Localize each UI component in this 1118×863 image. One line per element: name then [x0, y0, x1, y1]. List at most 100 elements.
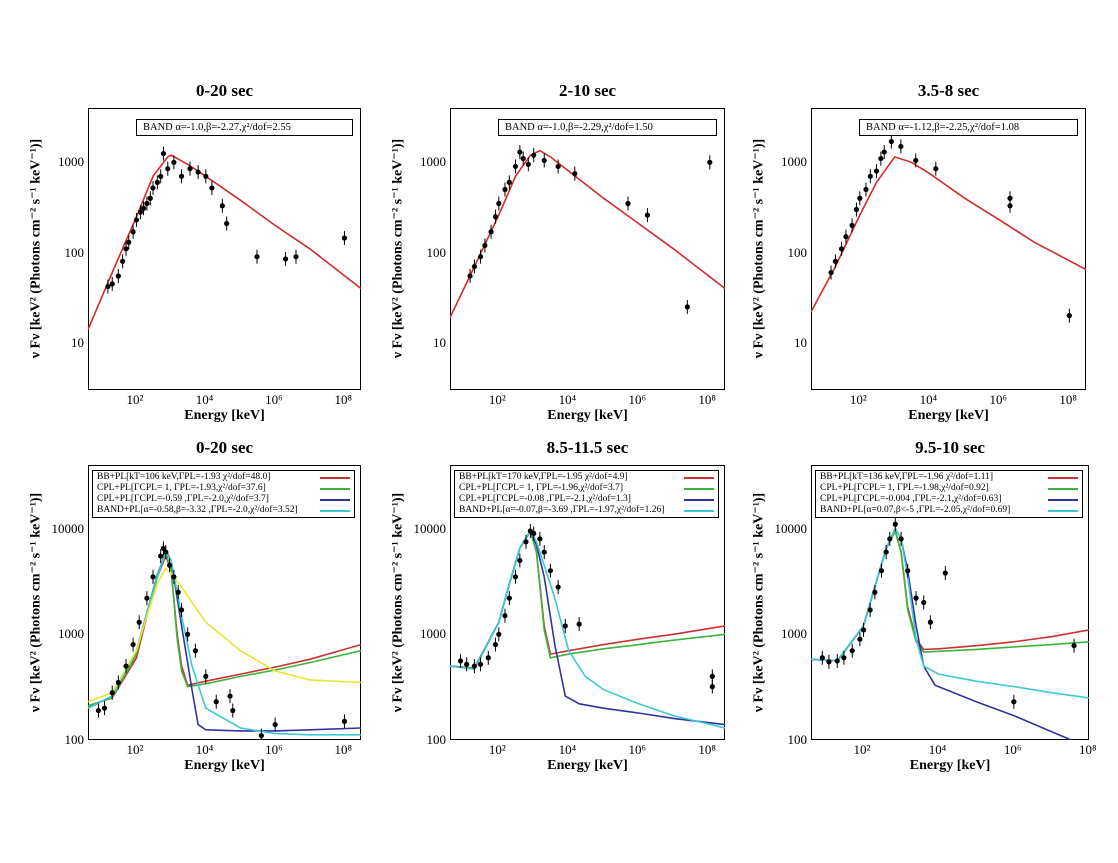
x-axis-label: Energy [keV]: [547, 758, 628, 773]
x-tick-label: 10⁴: [558, 742, 577, 757]
legend-entry: CPL+PL[ΓCPL= 1, ΓPL=-1.96,χ²/dof=3.7]: [459, 483, 714, 494]
x-tick-label: 10²: [126, 392, 144, 407]
data-point: [160, 150, 167, 157]
data-point: [496, 631, 502, 637]
data-point: [707, 159, 713, 165]
legend-entry: CPL+PL[ΓCPL=-0.004 ,ΓPL=-2.1,χ²/dof=0.63…: [820, 494, 1078, 505]
legend-label: BAND+PL[α=-0.07,β=-3.69 ,ΓPL=-1.97,χ²/do…: [459, 505, 665, 515]
data-point: [195, 169, 201, 175]
data-point: [230, 707, 236, 714]
data-point: [471, 663, 478, 669]
data-point: [905, 568, 911, 574]
data-point: [502, 186, 508, 193]
data-point: [123, 663, 129, 669]
data-point: [471, 263, 478, 270]
legend-entry: BB+PL[kT=106 keV,ΓPL=-1.93 χ²/dof=48.0]: [97, 472, 350, 483]
data-point: [863, 186, 869, 193]
x-axis-label: Energy [keV]: [909, 758, 991, 773]
legend-entry: CPL+PL[ΓCPL=-0.59 ,ΓPL=-2.0,χ²/dof=3.7]: [97, 494, 350, 505]
data-point: [123, 246, 129, 252]
panel-title: 3.5-8 sec: [917, 81, 980, 100]
data-point: [887, 536, 893, 542]
data-point: [933, 166, 939, 172]
plot-frame: [450, 108, 725, 390]
data-point: [834, 658, 840, 664]
legend-swatch: [320, 487, 350, 490]
data-point: [838, 246, 845, 252]
data-point: [115, 679, 121, 686]
data-point: [541, 549, 547, 555]
plot-frame: [811, 465, 1089, 740]
data-point: [927, 619, 933, 625]
data-point: [921, 599, 927, 606]
y-tick-label: 1000: [420, 154, 446, 170]
data-point: [192, 648, 198, 654]
legend-label: CPL+PL[ΓCPL= 1, ΓPL=-1.96,χ²/dof=3.7]: [459, 483, 624, 493]
x-tick-label: 10²: [488, 742, 506, 757]
data-point: [485, 655, 491, 661]
legend-label: CPL+PL[ΓCPL= 1, ΓPL=-1.98,χ²/dof=0.92]: [820, 483, 989, 493]
data-point: [547, 568, 553, 574]
data-point: [171, 574, 177, 580]
data-point: [109, 281, 115, 287]
legend-label: BAND+PL[α=0.07,β<-5 ,ΓPL=-2.05,χ²/dof=0.…: [820, 505, 1011, 515]
model-curve: [450, 149, 725, 319]
data-point: [1007, 203, 1013, 209]
data-point: [341, 235, 348, 241]
data-point: [898, 536, 904, 542]
data-point: [165, 166, 171, 172]
data-point: [95, 707, 102, 714]
data-point: [562, 623, 568, 629]
data-point: [105, 283, 111, 290]
x-tick-label: 10²: [488, 392, 506, 407]
data-point: [120, 258, 126, 264]
data-point: [158, 553, 164, 559]
data-point: [203, 173, 209, 179]
data-point: [849, 648, 855, 654]
y-tick-label: 1000: [420, 626, 446, 642]
legend-box: BAND α=-1.0,β=-2.29,χ²/dof=1.50: [498, 119, 717, 136]
data-point: [133, 217, 140, 223]
data-point: [523, 539, 529, 545]
panel-title: 0-20 sec: [195, 438, 254, 457]
x-tick-label: 10⁶: [628, 392, 647, 407]
legend-label: CPL+PL[ΓCPL= 1, ΓPL=-1.93,χ²/dof=37.6]: [97, 483, 266, 493]
data-point: [213, 699, 219, 705]
model-curve: [450, 529, 725, 729]
data-point: [531, 152, 537, 158]
y-tick-label: 1000: [58, 626, 84, 642]
data-point: [512, 163, 519, 170]
panel-title: 2-10 sec: [558, 81, 617, 100]
legend-swatch: [320, 476, 350, 479]
x-tick-label: 10⁸: [1079, 742, 1097, 757]
model-curve: [88, 567, 361, 703]
data-point: [477, 254, 484, 260]
data-point: [282, 256, 289, 262]
data-point: [272, 721, 278, 728]
x-tick-label: 10²: [853, 742, 871, 757]
data-point: [144, 200, 150, 207]
data-point: [115, 273, 121, 279]
data-point: [826, 659, 832, 665]
data-point: [709, 673, 715, 679]
legend-entry: BB+PL[kT=136 keV,ΓPL=-1.96 χ²/dof=1.11]: [820, 472, 1078, 483]
data-point: [525, 161, 531, 167]
plot-frame: [811, 108, 1086, 390]
data-point: [517, 557, 523, 564]
legend-swatch: [1048, 509, 1078, 512]
data-point: [828, 269, 834, 276]
legend-box: BAND α=-1.0,β=-2.27,χ²/dof=2.55: [136, 119, 353, 136]
model-curve: [811, 526, 1089, 699]
legend-label: BB+PL[kT=136 keV,ΓPL=-1.96 χ²/dof=1.11]: [820, 472, 994, 482]
data-point: [644, 212, 651, 218]
legend-box: BB+PL[kT=136 keV,ΓPL=-1.96 χ²/dof=1.11] C…: [815, 470, 1083, 518]
data-point: [576, 621, 582, 627]
data-point: [541, 157, 547, 164]
data-point: [506, 595, 512, 601]
data-point: [625, 200, 631, 207]
legend-swatch: [1048, 476, 1078, 479]
legend-swatch: [320, 509, 350, 512]
data-point: [872, 589, 878, 595]
